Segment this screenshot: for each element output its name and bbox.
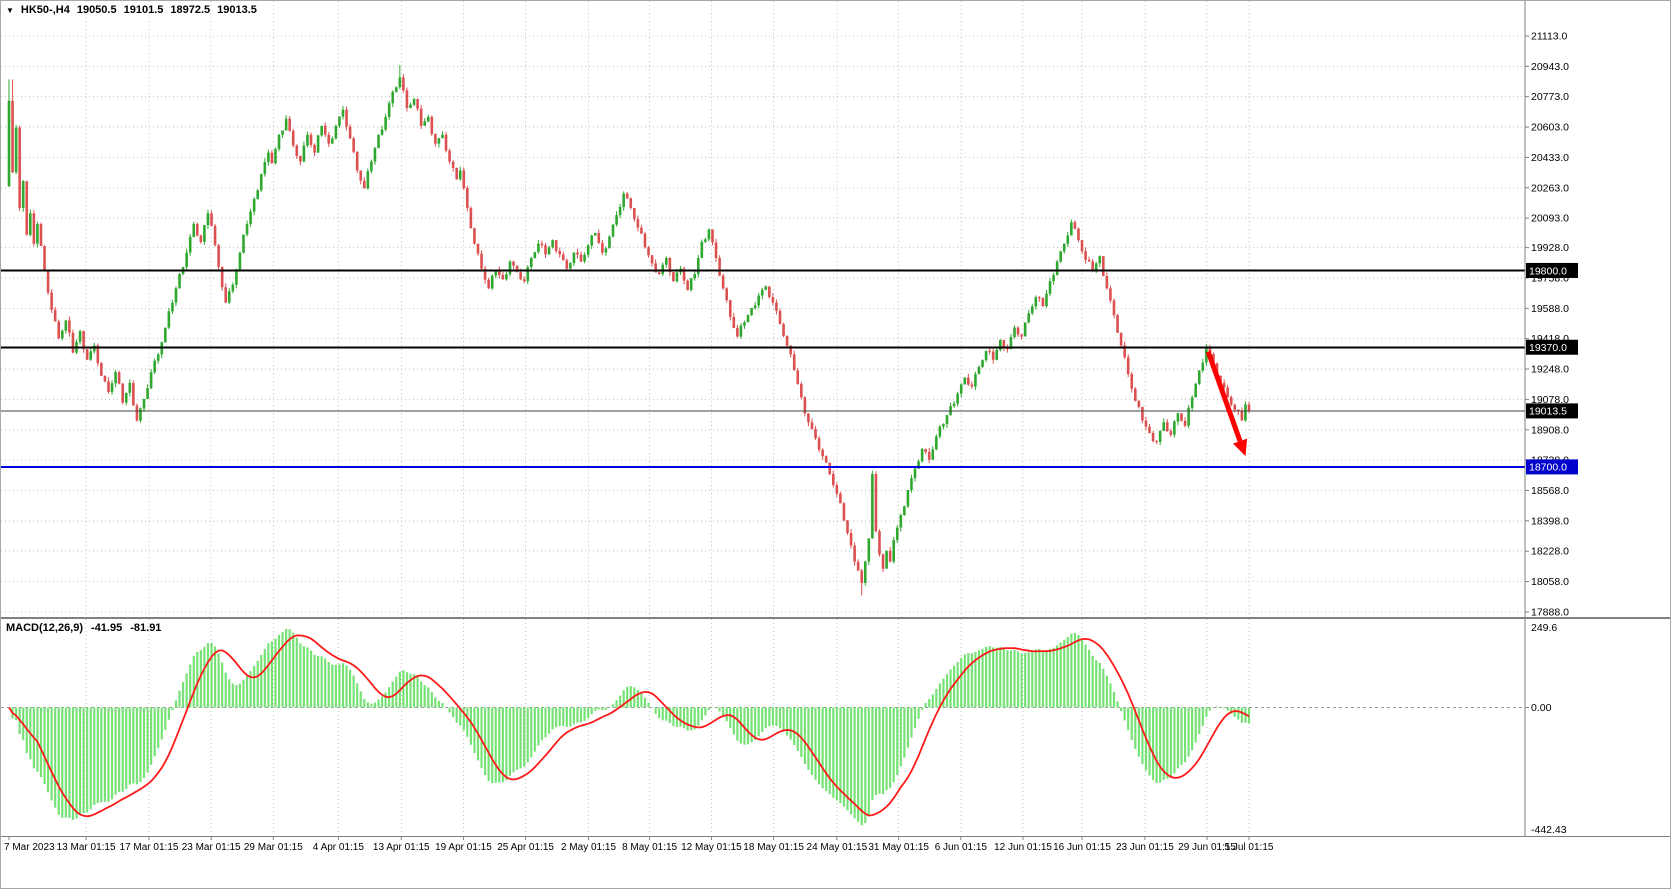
price-badge-19013.5	[1526, 403, 1578, 419]
time-tick-label: 13 Mar 01:15	[57, 842, 116, 853]
time-tick-label: 23 Mar 01:15	[182, 842, 241, 853]
macd-signal-line	[8, 634, 1250, 818]
price-tick-label: 21113.0	[1531, 31, 1568, 43]
price-tick-label: 19588.0	[1531, 303, 1569, 315]
time-tick-label: 12 Jun 01:15	[994, 842, 1052, 853]
annotation-layer	[1205, 350, 1248, 457]
symbol-dropdown-icon[interactable]: ▼	[6, 5, 14, 15]
price-tick-label: 18058.0	[1531, 576, 1569, 588]
sell-arrow-head[interactable]	[1232, 438, 1248, 457]
price-tick-label: 18398.0	[1531, 515, 1569, 527]
symbol-timeframe-label: HK50-,H4	[20, 4, 70, 16]
time-tick-label: 18 May 01:15	[743, 842, 804, 853]
ohlc-high-value: 19101.5	[123, 4, 164, 16]
time-tick-label: 2 May 01:15	[561, 842, 616, 853]
time-tick-label: 6 Jun 01:15	[935, 842, 988, 853]
macd-zero-label: 0.00	[1531, 702, 1552, 714]
price-tick-label: 18568.0	[1531, 485, 1569, 497]
time-tick-label: 5 Jul 01:15	[1225, 842, 1274, 853]
macd-min-label: -442.43	[1531, 824, 1567, 836]
macd-layer	[1, 628, 1525, 826]
ohlc-open-value: 19050.5	[76, 4, 117, 16]
time-tick-label: 12 May 01:15	[681, 842, 742, 853]
macd-signal-value: -81.91	[130, 622, 162, 634]
price-tick-label: 20263.0	[1531, 182, 1569, 194]
time-tick-label: 16 Jun 01:15	[1053, 842, 1111, 853]
time-tick-label: 31 May 01:15	[868, 842, 929, 853]
price-badge-text: 18700.0	[1529, 462, 1567, 474]
time-tick-label: 8 May 01:15	[622, 842, 677, 853]
time-tick-label: 25 Apr 01:15	[497, 842, 554, 853]
time-tick-label: 19 Apr 01:15	[435, 842, 492, 853]
time-tick-label: 7 Mar 2023	[4, 842, 55, 853]
time-tick-label: 23 Jun 01:15	[1116, 842, 1174, 853]
chart-info-overlay: ▼ HK50-,H4 19050.5 19101.5 18972.5 19013…	[6, 4, 257, 16]
price-tick-label: 17888.0	[1531, 606, 1569, 618]
ohlc-low-value: 18972.5	[170, 4, 211, 16]
macd-indicator-header: MACD(12,26,9) -41.95 -81.91	[6, 622, 161, 634]
price-tick-label: 18228.0	[1531, 546, 1569, 558]
price-tick-label: 19928.0	[1531, 242, 1569, 254]
price-badge-18700.0	[1526, 459, 1578, 475]
price-tick-label: 20773.0	[1531, 91, 1569, 103]
price-badge-text: 19370.0	[1529, 342, 1567, 354]
time-tick-label: 24 May 01:15	[807, 842, 868, 853]
time-tick-label: 4 Apr 01:15	[313, 842, 365, 853]
macd-indicator-label: MACD(12,26,9)	[6, 622, 84, 634]
price-tick-label: 20943.0	[1531, 61, 1569, 73]
time-tick-label: 13 Apr 01:15	[373, 842, 430, 853]
price-badge-text: 19800.0	[1529, 265, 1567, 277]
price-levels-layer	[1, 269, 1525, 468]
price-badge-19800.0	[1526, 262, 1578, 278]
price-tick-label: 20433.0	[1531, 152, 1569, 164]
time-tick-label: 29 Jun 01:15	[1178, 842, 1236, 853]
price-badge-19370.0	[1526, 339, 1578, 355]
time-tick-label: 29 Mar 01:15	[244, 842, 303, 853]
axes-layer: 21113.0 20943.0 20773.0 20603.0 20433.0 20263…	[1, 1, 1670, 853]
sell-arrow-shaft[interactable]	[1205, 350, 1243, 442]
price-tick-label: 18908.0	[1531, 424, 1569, 436]
price-tick-label: 20093.0	[1531, 213, 1569, 225]
price-tick-label: 20603.0	[1531, 122, 1569, 134]
time-tick-label: 17 Mar 01:15	[120, 842, 179, 853]
price-badge-text: 19013.5	[1529, 406, 1567, 418]
grid-layer	[1, 1, 1525, 835]
price-tick-label: 19078.0	[1531, 394, 1569, 406]
price-tick-label: 19248.0	[1531, 364, 1569, 376]
macd-main-value: -41.95	[91, 622, 123, 634]
macd-max-label: 249.6	[1531, 622, 1557, 634]
ohlc-close-value: 19013.5	[217, 4, 257, 16]
candles-layer	[7, 65, 1251, 596]
